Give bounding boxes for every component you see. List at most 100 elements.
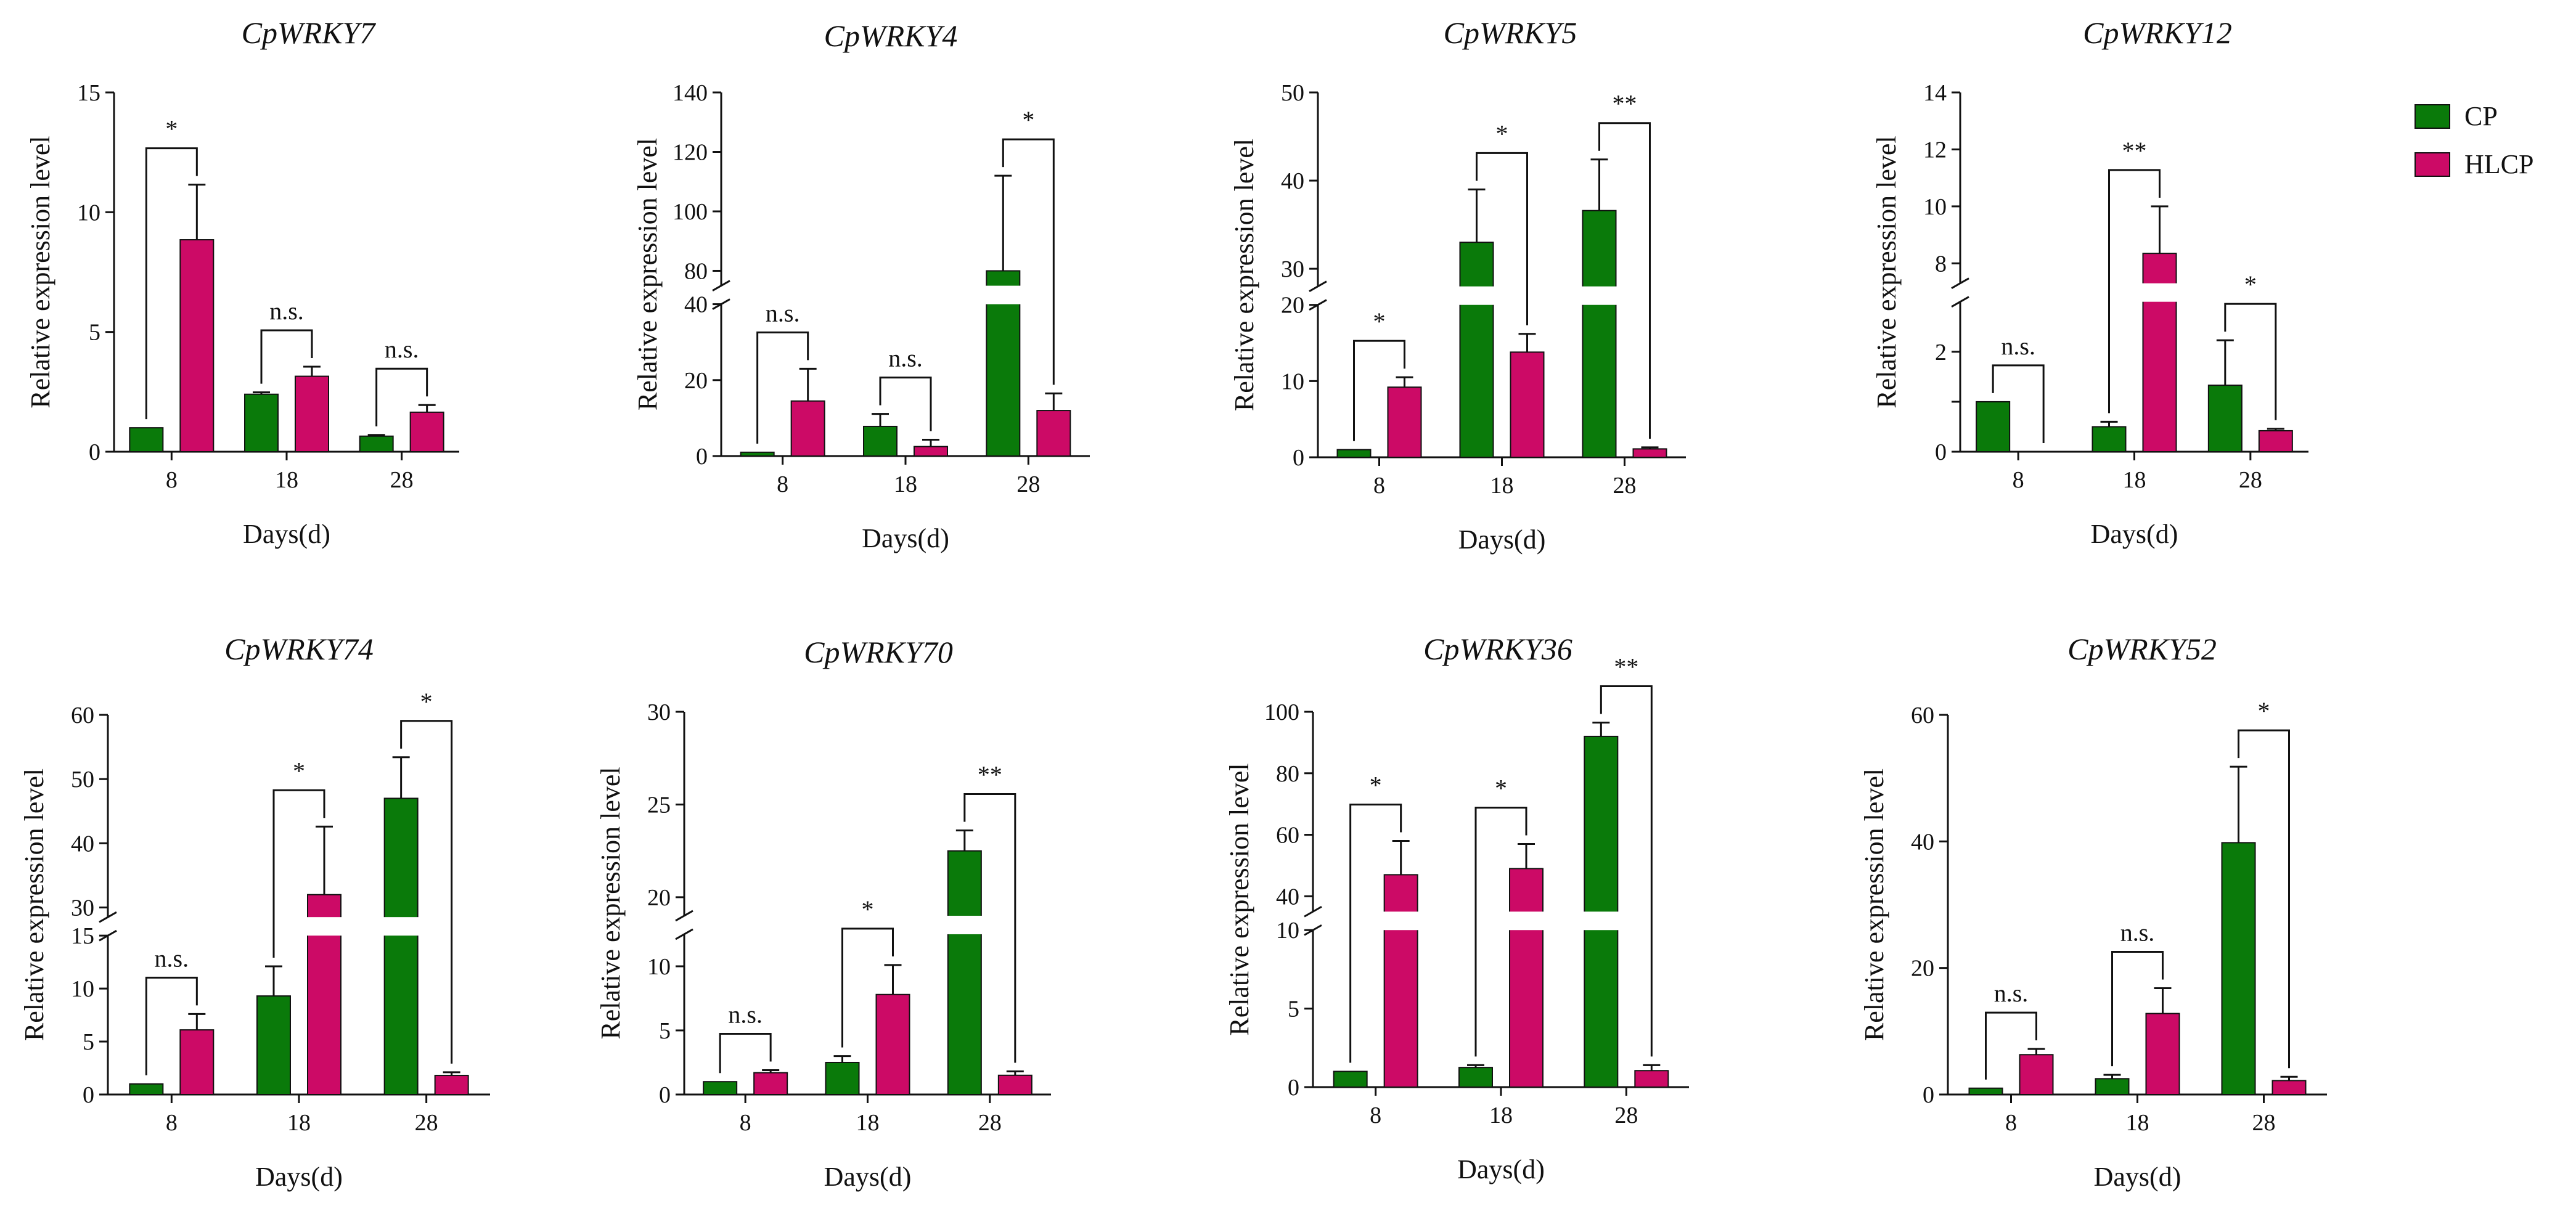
x-tick-label: 18 <box>287 1110 311 1136</box>
y-tick-label: 0 <box>696 444 708 470</box>
bar-CP-8 <box>129 1083 164 1096</box>
y-tick-label: 20 <box>684 368 708 394</box>
axis-break-mark <box>712 280 730 291</box>
x-tick-label: 8 <box>777 471 788 497</box>
bar-break-gap <box>1382 911 1420 931</box>
y-tick-label: 80 <box>1276 761 1299 787</box>
y-tick-label: 100 <box>1264 699 1299 725</box>
bar-CP-18 <box>2095 1078 2130 1096</box>
x-tick-label: 28 <box>1016 471 1040 497</box>
significance-label: * <box>165 115 178 143</box>
x-axis-label: Days(d) <box>2091 519 2178 549</box>
chart-CpWRKY70: CpWRKY70 0 5 10 20 25 30 Relative expression le… <box>595 635 1051 1192</box>
x-tick-label: 8 <box>1370 1103 1381 1128</box>
y-tick-label: 20 <box>647 885 671 911</box>
y-tick-label: 40 <box>684 292 708 318</box>
y-tick-label: 0 <box>1293 445 1304 471</box>
bar-HLCP-28 <box>2271 1080 2307 1095</box>
y-tick-label: 10 <box>71 976 94 1002</box>
legend-label-cp: CP <box>2464 101 2498 131</box>
bar-CP-18 <box>244 393 279 452</box>
significance-bracket <box>375 367 428 426</box>
x-tick-label: 18 <box>856 1110 880 1136</box>
significance-label: n.s. <box>2001 332 2035 360</box>
significance-bracket <box>1476 152 1528 325</box>
y-tick-label: 15 <box>77 80 100 106</box>
significance-bracket <box>1992 364 2045 443</box>
chart-CpWRKY7: CpWRKY7 0 5 10 15 Relative expression level 8 *… <box>25 15 459 549</box>
significance-label: * <box>1495 774 1507 802</box>
significance-label: n.s. <box>766 299 800 327</box>
bar-HLCP-8 <box>1383 874 1418 1088</box>
x-tick-label: 8 <box>2005 1110 2017 1136</box>
significance-label: ** <box>978 761 1002 789</box>
x-tick-label: 18 <box>2123 467 2146 493</box>
x-axis-label: Days(d) <box>824 1162 912 1192</box>
bar-HLCP-28 <box>409 411 444 452</box>
y-tick-label: 5 <box>89 320 100 346</box>
y-tick-label: 0 <box>659 1082 671 1108</box>
significance-label: n.s. <box>2120 919 2155 947</box>
bar-CP-18 <box>825 1061 860 1095</box>
significance-bracket <box>1474 806 1527 1057</box>
y-tick-label: 2 <box>1935 340 1947 365</box>
x-tick-label: 18 <box>894 471 917 497</box>
y-tick-label: 60 <box>1276 823 1299 849</box>
y-tick-label: 10 <box>77 200 100 226</box>
bar-break-gap <box>306 917 343 936</box>
y-tick-label: 10 <box>1276 918 1299 944</box>
bar-CP-8 <box>129 427 164 453</box>
y-tick-label: 5 <box>659 1018 671 1044</box>
chart-CpWRKY4: CpWRKY4 0 20 40 80 100 120 140 Relative expressi… <box>632 18 1090 553</box>
bar-HLCP-8 <box>179 1029 215 1095</box>
bar-break-gap <box>2141 283 2178 302</box>
y-tick-label: 30 <box>647 699 671 725</box>
significance-label: * <box>1496 120 1508 147</box>
bar-break-gap <box>382 917 420 936</box>
x-tick-label: 28 <box>978 1110 1002 1136</box>
bar-HLCP-28 <box>434 1075 469 1096</box>
y-axis-label: Relative expression level <box>1859 768 1889 1041</box>
axis-break-mark <box>1304 905 1322 918</box>
y-tick-label: 0 <box>1288 1075 1299 1101</box>
significance-bracket <box>2111 951 2164 1067</box>
significance-bracket <box>1985 1011 2037 1080</box>
y-tick-label: 20 <box>1281 293 1304 319</box>
significance-bracket <box>756 331 809 444</box>
legend: CP HLCP <box>2414 101 2533 179</box>
bar-CP-8 <box>1976 401 2011 452</box>
x-tick-label: 28 <box>2239 467 2262 493</box>
bar-HLCP-18 <box>2145 1013 2180 1095</box>
significance-label: ** <box>1614 653 1638 680</box>
significance-bracket <box>1349 804 1402 1063</box>
x-tick-label: 28 <box>2252 1110 2276 1136</box>
x-tick-label: 28 <box>1614 1103 1638 1128</box>
bar-HLCP-18 <box>295 375 329 453</box>
y-tick-label: 15 <box>71 923 94 949</box>
y-axis-label: Relative expression level <box>632 138 663 410</box>
x-tick-label: 8 <box>166 1110 178 1136</box>
bar-CP-18 <box>1458 1067 1493 1088</box>
bar-HLCP-8 <box>179 239 215 452</box>
y-tick-label: 40 <box>1911 829 1934 855</box>
bar-break-gap <box>1458 286 1495 305</box>
axis-break-mark <box>99 911 117 923</box>
significance-label: * <box>862 895 874 923</box>
bar-HLCP-8 <box>1387 386 1422 459</box>
significance-label: ** <box>2122 137 2147 165</box>
x-axis-label: Days(d) <box>862 523 949 553</box>
significance-label: n.s. <box>385 335 419 363</box>
x-tick-label: 8 <box>166 467 178 493</box>
x-axis-label: Days(d) <box>243 519 330 549</box>
legend-label-hlcp: HLCP <box>2464 149 2533 179</box>
bar-HLCP-8 <box>790 400 825 457</box>
y-tick-label: 10 <box>1923 194 1947 220</box>
y-tick-label: 8 <box>1935 251 1947 277</box>
significance-bracket <box>2224 303 2277 420</box>
x-tick-label: 18 <box>1489 1103 1513 1128</box>
bar-break-gap <box>984 285 1022 304</box>
y-axis-label: Relative expression level <box>1224 763 1254 1035</box>
bar-HLCP-8 <box>753 1072 788 1095</box>
